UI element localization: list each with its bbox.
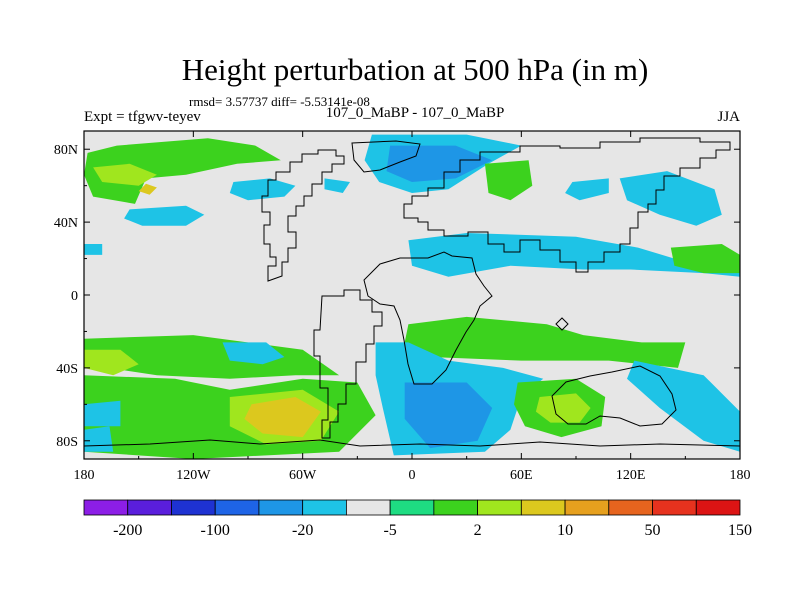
x-tick-label: 0 [409, 468, 416, 483]
contour-region [484, 160, 533, 201]
y-tick-label: 40S [56, 362, 78, 377]
colorbar-swatch [520, 499, 566, 516]
x-tick-label: 120E [616, 468, 646, 483]
colorbar-swatch [345, 499, 391, 516]
y-tick-label: 40N [54, 216, 78, 231]
contour-region [93, 163, 157, 186]
contour-fill-layer [84, 134, 740, 459]
contour-region [124, 205, 205, 226]
colorbar-swatch [433, 499, 479, 516]
colorbar-swatch [83, 499, 129, 516]
colorbar-tick-label: -200 [113, 522, 142, 539]
coastline-north-america [261, 149, 345, 282]
contour-region [84, 335, 340, 379]
axes-layer: 180 120W 60W 0 60E 120E 180 80N 40N 0 40S 80S [54, 131, 751, 483]
x-tick-label: 120W [176, 468, 211, 483]
y-tick-label: 0 [71, 289, 78, 304]
contour-region [627, 360, 740, 452]
y-tick-label: 80N [54, 143, 78, 158]
x-tick-label: 60W [289, 468, 317, 483]
coastline-africa [363, 251, 493, 385]
contour-region [324, 178, 350, 193]
contour-region [84, 349, 139, 376]
contour-region [84, 138, 281, 204]
coastline-indonesia [555, 317, 569, 331]
colorbar-swatch [477, 499, 522, 516]
x-tick-label: 180 [730, 468, 751, 483]
colorbar-tick-label: 2 [474, 522, 482, 539]
chart-title: Height perturbation at 500 hPa (in m) [181, 52, 649, 87]
colorbar-tick-label: -100 [201, 522, 230, 539]
contour-region [84, 426, 114, 452]
contour-region [404, 382, 493, 449]
x-tick-label: 60E [510, 468, 533, 483]
colorbar-tick-label: -5 [383, 522, 396, 539]
coastline-greenland [351, 140, 421, 173]
coastline-australia [551, 365, 677, 427]
colorbar-tick-label: -20 [292, 522, 313, 539]
colorbar-swatch [258, 499, 304, 516]
contour-region [535, 393, 591, 423]
colorbar-swatch [171, 499, 216, 516]
contour-region [138, 183, 157, 195]
colorbar-tick-label: 10 [557, 522, 573, 539]
contour-region [84, 400, 121, 427]
colorbar-swatch [608, 499, 653, 516]
coastline-eurasia [403, 137, 731, 273]
colorbar-swatch [302, 499, 347, 516]
contour-region [386, 145, 493, 182]
colorbar-swatch [214, 499, 260, 516]
season-label: JJA [717, 109, 740, 125]
colorbar-tick-label: 150 [728, 522, 752, 539]
colorbar-swatch [652, 499, 697, 516]
contour-region [244, 397, 321, 438]
center-label: 107_0_MaBP - 107_0_MaBP [325, 105, 505, 121]
colorbar-tick-label: 50 [645, 522, 661, 539]
colorbar-swatch [389, 499, 435, 516]
coastline-south-america [313, 289, 383, 439]
contour-region [229, 178, 296, 201]
x-tick-label: 180 [74, 468, 95, 483]
colorbar-swatch [695, 499, 741, 516]
colorbar-swatch [564, 499, 610, 516]
rmsd-subtitle: rmsd= 3.57737 diff= -5.53141e-08 [189, 94, 370, 109]
experiment-label: Expt = tfgwv-teyev [84, 109, 201, 125]
contour-region [565, 178, 609, 201]
contour-region [404, 316, 686, 368]
colorbar: -200 -100 -20 -5 2 10 50 150 [83, 499, 752, 539]
coastline-layer [84, 137, 740, 447]
contour-region [222, 342, 285, 365]
contour-region [670, 244, 740, 274]
y-tick-label: 80S [56, 435, 78, 450]
coastline-antarctica [84, 439, 740, 447]
colorbar-swatch [127, 499, 172, 516]
contour-region [619, 171, 722, 226]
contour-region [84, 244, 103, 255]
